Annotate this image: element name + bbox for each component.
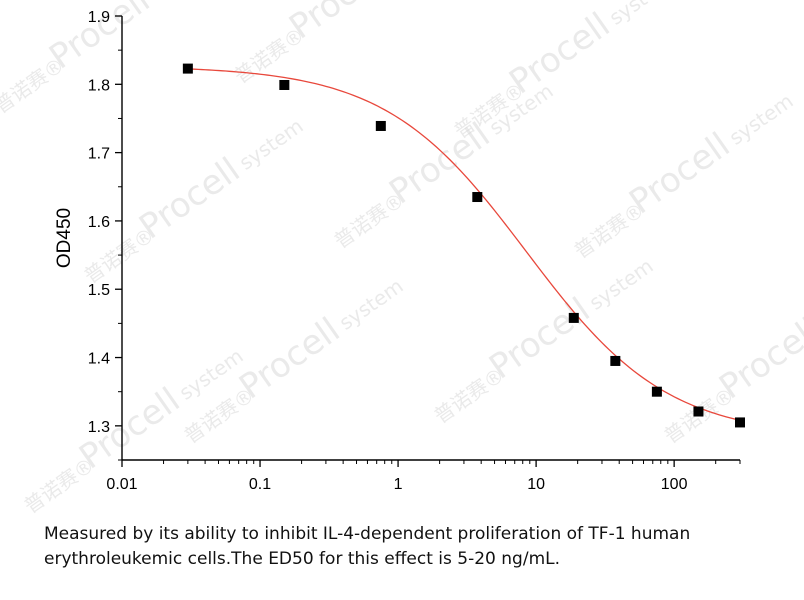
data-point	[735, 417, 745, 428]
y-tick-label: 1.6	[88, 214, 110, 231]
watermark-cn: 普诺赛®	[0, 53, 69, 119]
fit-curve-layer	[187, 68, 741, 421]
data-point	[610, 355, 621, 366]
data-point	[568, 312, 579, 323]
y-tick-label: 1.7	[88, 146, 110, 163]
data-points	[182, 63, 745, 428]
y-tick-label: 1.9	[88, 9, 110, 26]
figure-caption: Measured by its ability to inhibit IL-4-…	[44, 524, 691, 569]
y-tick-label: 1.4	[88, 351, 110, 368]
data-point	[651, 386, 662, 397]
watermark-cn: 普诺赛®	[430, 363, 509, 429]
y-tick-label: 1.5	[88, 282, 110, 299]
data-point	[279, 79, 290, 90]
watermark-cn: 普诺赛®	[20, 453, 99, 515]
watermark-brand-suffix: system	[605, 0, 678, 30]
watermark-layer: Procellsystem普诺赛®Procellsystem普诺赛®Procel…	[0, 0, 804, 515]
data-point	[472, 192, 483, 203]
watermark-cn: 普诺赛®	[570, 198, 649, 264]
watermark-brand-suffix: system	[725, 89, 798, 150]
data-point	[693, 406, 704, 417]
x-tick-label: 0.01	[106, 476, 137, 493]
x-tick-label: 100	[661, 476, 688, 493]
x-tick-label: 1	[394, 476, 403, 493]
axes: 1.3 1.4 1.5 1.6 1.7 1.8 1.9 0.01 0.1 1 10 100	[88, 9, 741, 493]
watermark-brand-suffix: system	[235, 114, 308, 175]
watermark-cn: 普诺赛®	[330, 188, 409, 254]
y-axis-title: OD450	[54, 208, 75, 268]
watermark-brand-suffix: system	[145, 0, 218, 5]
fit-curve	[187, 68, 741, 421]
data-point	[182, 63, 193, 74]
watermark-cn: 普诺赛®	[230, 23, 309, 89]
data-point	[375, 120, 386, 131]
y-tick-label: 1.8	[88, 77, 110, 94]
watermark-brand-suffix: system	[585, 254, 658, 315]
watermark-brand-suffix: system	[335, 274, 408, 335]
x-tick-label: 0.1	[249, 476, 271, 493]
dose-response-chart: Procellsystem普诺赛®Procellsystem普诺赛®Procel…	[0, 0, 804, 515]
x-tick-label: 10	[527, 476, 545, 493]
y-tick-label: 1.3	[88, 419, 110, 436]
